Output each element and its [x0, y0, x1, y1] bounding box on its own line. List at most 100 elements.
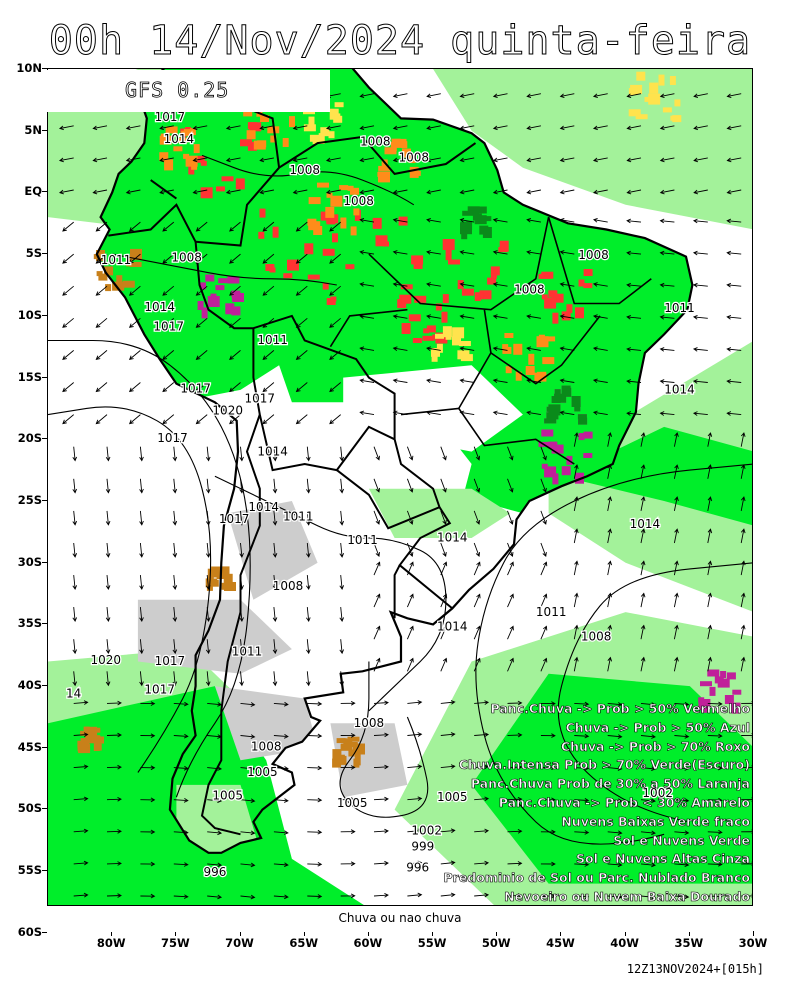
wind-arrow	[72, 446, 78, 462]
wind-arrow	[573, 656, 579, 672]
wind-arrow	[229, 382, 241, 393]
wind-arrow	[440, 700, 456, 705]
lat-tick	[42, 191, 47, 193]
pressure-label: 1014	[437, 531, 468, 545]
wind-arrow	[105, 446, 111, 462]
wind-arrow	[440, 625, 448, 640]
wind-arrow	[240, 830, 256, 836]
wind-arrow	[240, 734, 256, 739]
wind-arrow	[640, 766, 656, 772]
wind-arrow	[262, 414, 275, 425]
wind-arrow	[62, 414, 74, 425]
wind-arrow	[474, 732, 490, 737]
wind-arrow	[295, 414, 308, 425]
wind-arrow	[573, 432, 579, 447]
wind-arrow	[440, 446, 447, 461]
wind-arrow	[359, 282, 375, 287]
pressure-label: 1008	[289, 163, 320, 177]
wind-arrow	[573, 592, 579, 608]
wind-arrow	[106, 861, 122, 866]
wind-arrow	[292, 189, 308, 195]
wind-arrow	[359, 314, 375, 319]
wind-arrow	[192, 189, 208, 195]
wind-arrow	[307, 797, 323, 803]
wind-arrow	[540, 561, 548, 576]
wind-arrow	[229, 350, 241, 361]
wind-arrow	[492, 189, 508, 195]
wind-arrow	[607, 798, 623, 804]
wind-arrow	[507, 478, 514, 493]
wind-arrow	[95, 382, 108, 393]
wind-arrow	[640, 624, 646, 640]
wind-arrow	[340, 893, 356, 899]
lon-tick	[688, 931, 690, 936]
wind-arrow	[62, 285, 74, 296]
wind-arrow	[440, 542, 447, 557]
lat-label: 50S	[17, 801, 42, 816]
pressure-label: 996	[203, 865, 226, 879]
model-label-box: GFS 0.25	[47, 70, 330, 112]
wind-arrow	[707, 701, 723, 707]
wind-arrow	[205, 671, 211, 687]
lat-label: 5S	[25, 246, 42, 261]
wind-arrow	[106, 764, 122, 770]
wind-arrow	[707, 656, 713, 672]
lat-tick	[42, 808, 47, 810]
wind-arrow	[273, 701, 289, 707]
wind-arrow	[526, 217, 541, 223]
wind-arrow	[492, 250, 508, 255]
wind-arrow	[106, 829, 122, 834]
wind-arrow	[607, 624, 613, 640]
wind-arrow	[592, 314, 608, 319]
wind-arrow	[373, 764, 389, 770]
wind-arrow	[173, 830, 189, 835]
wind-arrow	[459, 189, 475, 195]
wind-arrow	[440, 478, 447, 493]
wind-arrow	[262, 253, 275, 264]
wind-arrow	[526, 410, 541, 416]
wind-arrow	[673, 464, 679, 479]
wind-arrow	[507, 510, 514, 525]
wind-arrow	[339, 607, 345, 623]
wind-arrow	[373, 478, 380, 493]
wind-arrow	[139, 542, 144, 558]
wind-arrow	[474, 828, 490, 834]
wind-arrow	[473, 542, 481, 557]
wind-arrow	[325, 189, 341, 195]
wind-arrow	[139, 510, 144, 526]
wind-arrow	[240, 798, 256, 804]
wind-arrow	[306, 478, 311, 494]
wind-arrow	[295, 285, 308, 296]
pressure-label: 1017	[155, 110, 186, 124]
wind-arrow	[295, 317, 308, 328]
wind-arrow	[392, 157, 408, 163]
wind-arrow	[173, 765, 189, 771]
lat-label: 10S	[17, 307, 42, 322]
wind-arrow	[607, 432, 613, 447]
wind-arrow	[239, 671, 244, 687]
wind-arrow	[607, 592, 613, 608]
wind-arrow	[492, 217, 508, 223]
wind-arrow	[707, 894, 723, 899]
wind-arrow	[139, 575, 144, 590]
wind-arrow	[440, 764, 456, 769]
wind-arrow	[172, 446, 178, 462]
wind-arrow	[426, 410, 441, 416]
wind-arrow	[440, 860, 456, 866]
wind-arrow	[329, 253, 341, 264]
lat-tick	[42, 499, 47, 501]
wind-arrow	[459, 93, 475, 99]
wind-arrow	[240, 766, 256, 771]
wind-arrow	[359, 250, 375, 255]
pressure-label: 1017	[153, 320, 184, 334]
wind-arrow	[426, 314, 441, 319]
wind-arrow	[139, 671, 144, 687]
pressure-label: 1008	[514, 283, 545, 297]
wind-arrow	[139, 478, 144, 494]
lon-label: 80W	[96, 936, 126, 950]
wind-arrow	[392, 93, 408, 99]
wind-arrow	[307, 733, 323, 739]
wind-arrow	[359, 378, 375, 384]
wind-arrow	[325, 125, 341, 131]
wind-arrow	[674, 702, 690, 707]
